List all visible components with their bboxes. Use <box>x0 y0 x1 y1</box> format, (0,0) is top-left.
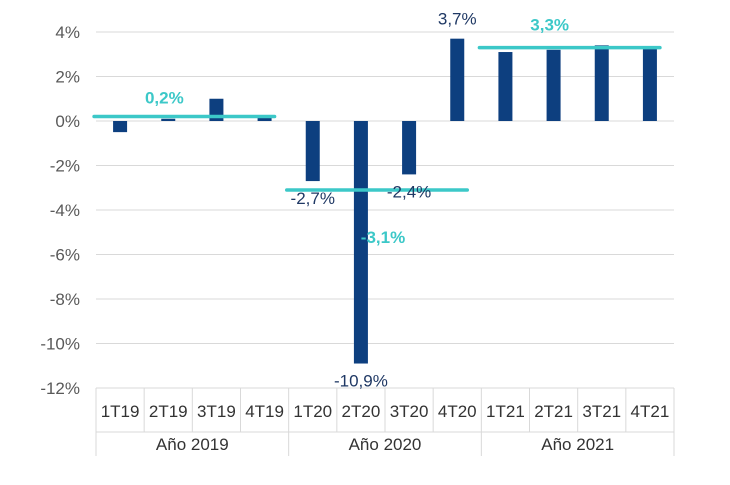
average-lines: 0,2% -3,1% 3,3% <box>92 16 662 247</box>
bar-2t21 <box>546 49 561 121</box>
y-tick-label: 0% <box>55 112 80 131</box>
gridlines <box>96 31 674 389</box>
category-label: 1T21 <box>486 402 525 421</box>
y-tick-label: -12% <box>40 379 80 398</box>
bar-1t19 <box>113 121 128 133</box>
group-label: Año 2020 <box>349 435 422 454</box>
category-label: 3T19 <box>197 402 236 421</box>
category-label: 2T20 <box>342 402 381 421</box>
y-tick-label: -2% <box>50 157 80 176</box>
data-label: 3,7% <box>438 10 477 29</box>
data-labels: -2,7% -10,9% -2,4% 3,7% <box>291 10 477 391</box>
group-label: Año 2019 <box>156 435 229 454</box>
group-label: Año 2021 <box>541 435 614 454</box>
bar-2t20 <box>353 121 368 364</box>
category-label: 3T21 <box>582 402 621 421</box>
category-label: 4T19 <box>245 402 284 421</box>
average-label: -3,1% <box>361 228 405 247</box>
average-label: 3,3% <box>530 16 569 35</box>
category-label: 4T20 <box>438 402 477 421</box>
bar-3t20 <box>402 121 417 175</box>
category-label: 3T20 <box>390 402 429 421</box>
bar-1t21 <box>498 52 513 121</box>
y-tick-label: -8% <box>50 290 80 309</box>
category-label: 4T21 <box>631 402 670 421</box>
category-label: 2T21 <box>534 402 573 421</box>
bar-4t20 <box>450 38 465 121</box>
average-label: 0,2% <box>145 89 184 108</box>
y-tick-label: 4% <box>55 23 80 42</box>
bar-4t19 <box>257 116 272 121</box>
y-tick-label: -10% <box>40 335 80 354</box>
y-tick-label: -4% <box>50 201 80 220</box>
bar-series <box>113 38 657 364</box>
data-label: -2,7% <box>291 189 335 208</box>
category-label: 1T19 <box>101 402 140 421</box>
data-label: -10,9% <box>334 372 388 391</box>
bar-3t21 <box>594 45 609 121</box>
category-label: 2T19 <box>149 402 188 421</box>
bar-1t20 <box>305 121 320 182</box>
data-label: -2,4% <box>387 182 431 201</box>
bar-2t19 <box>161 118 176 121</box>
y-tick-label: -6% <box>50 246 80 265</box>
category-label: 1T20 <box>293 402 332 421</box>
bar-4t21 <box>642 47 657 122</box>
y-axis: -12% -10% -8% -6% -4% -2% 0% 2% 4% <box>40 23 80 398</box>
y-tick-label: 2% <box>55 68 80 87</box>
x-axis: 1T19 2T19 3T19 4T19 1T20 2T20 3T20 4T20 1T21 2T21… <box>95 387 675 456</box>
